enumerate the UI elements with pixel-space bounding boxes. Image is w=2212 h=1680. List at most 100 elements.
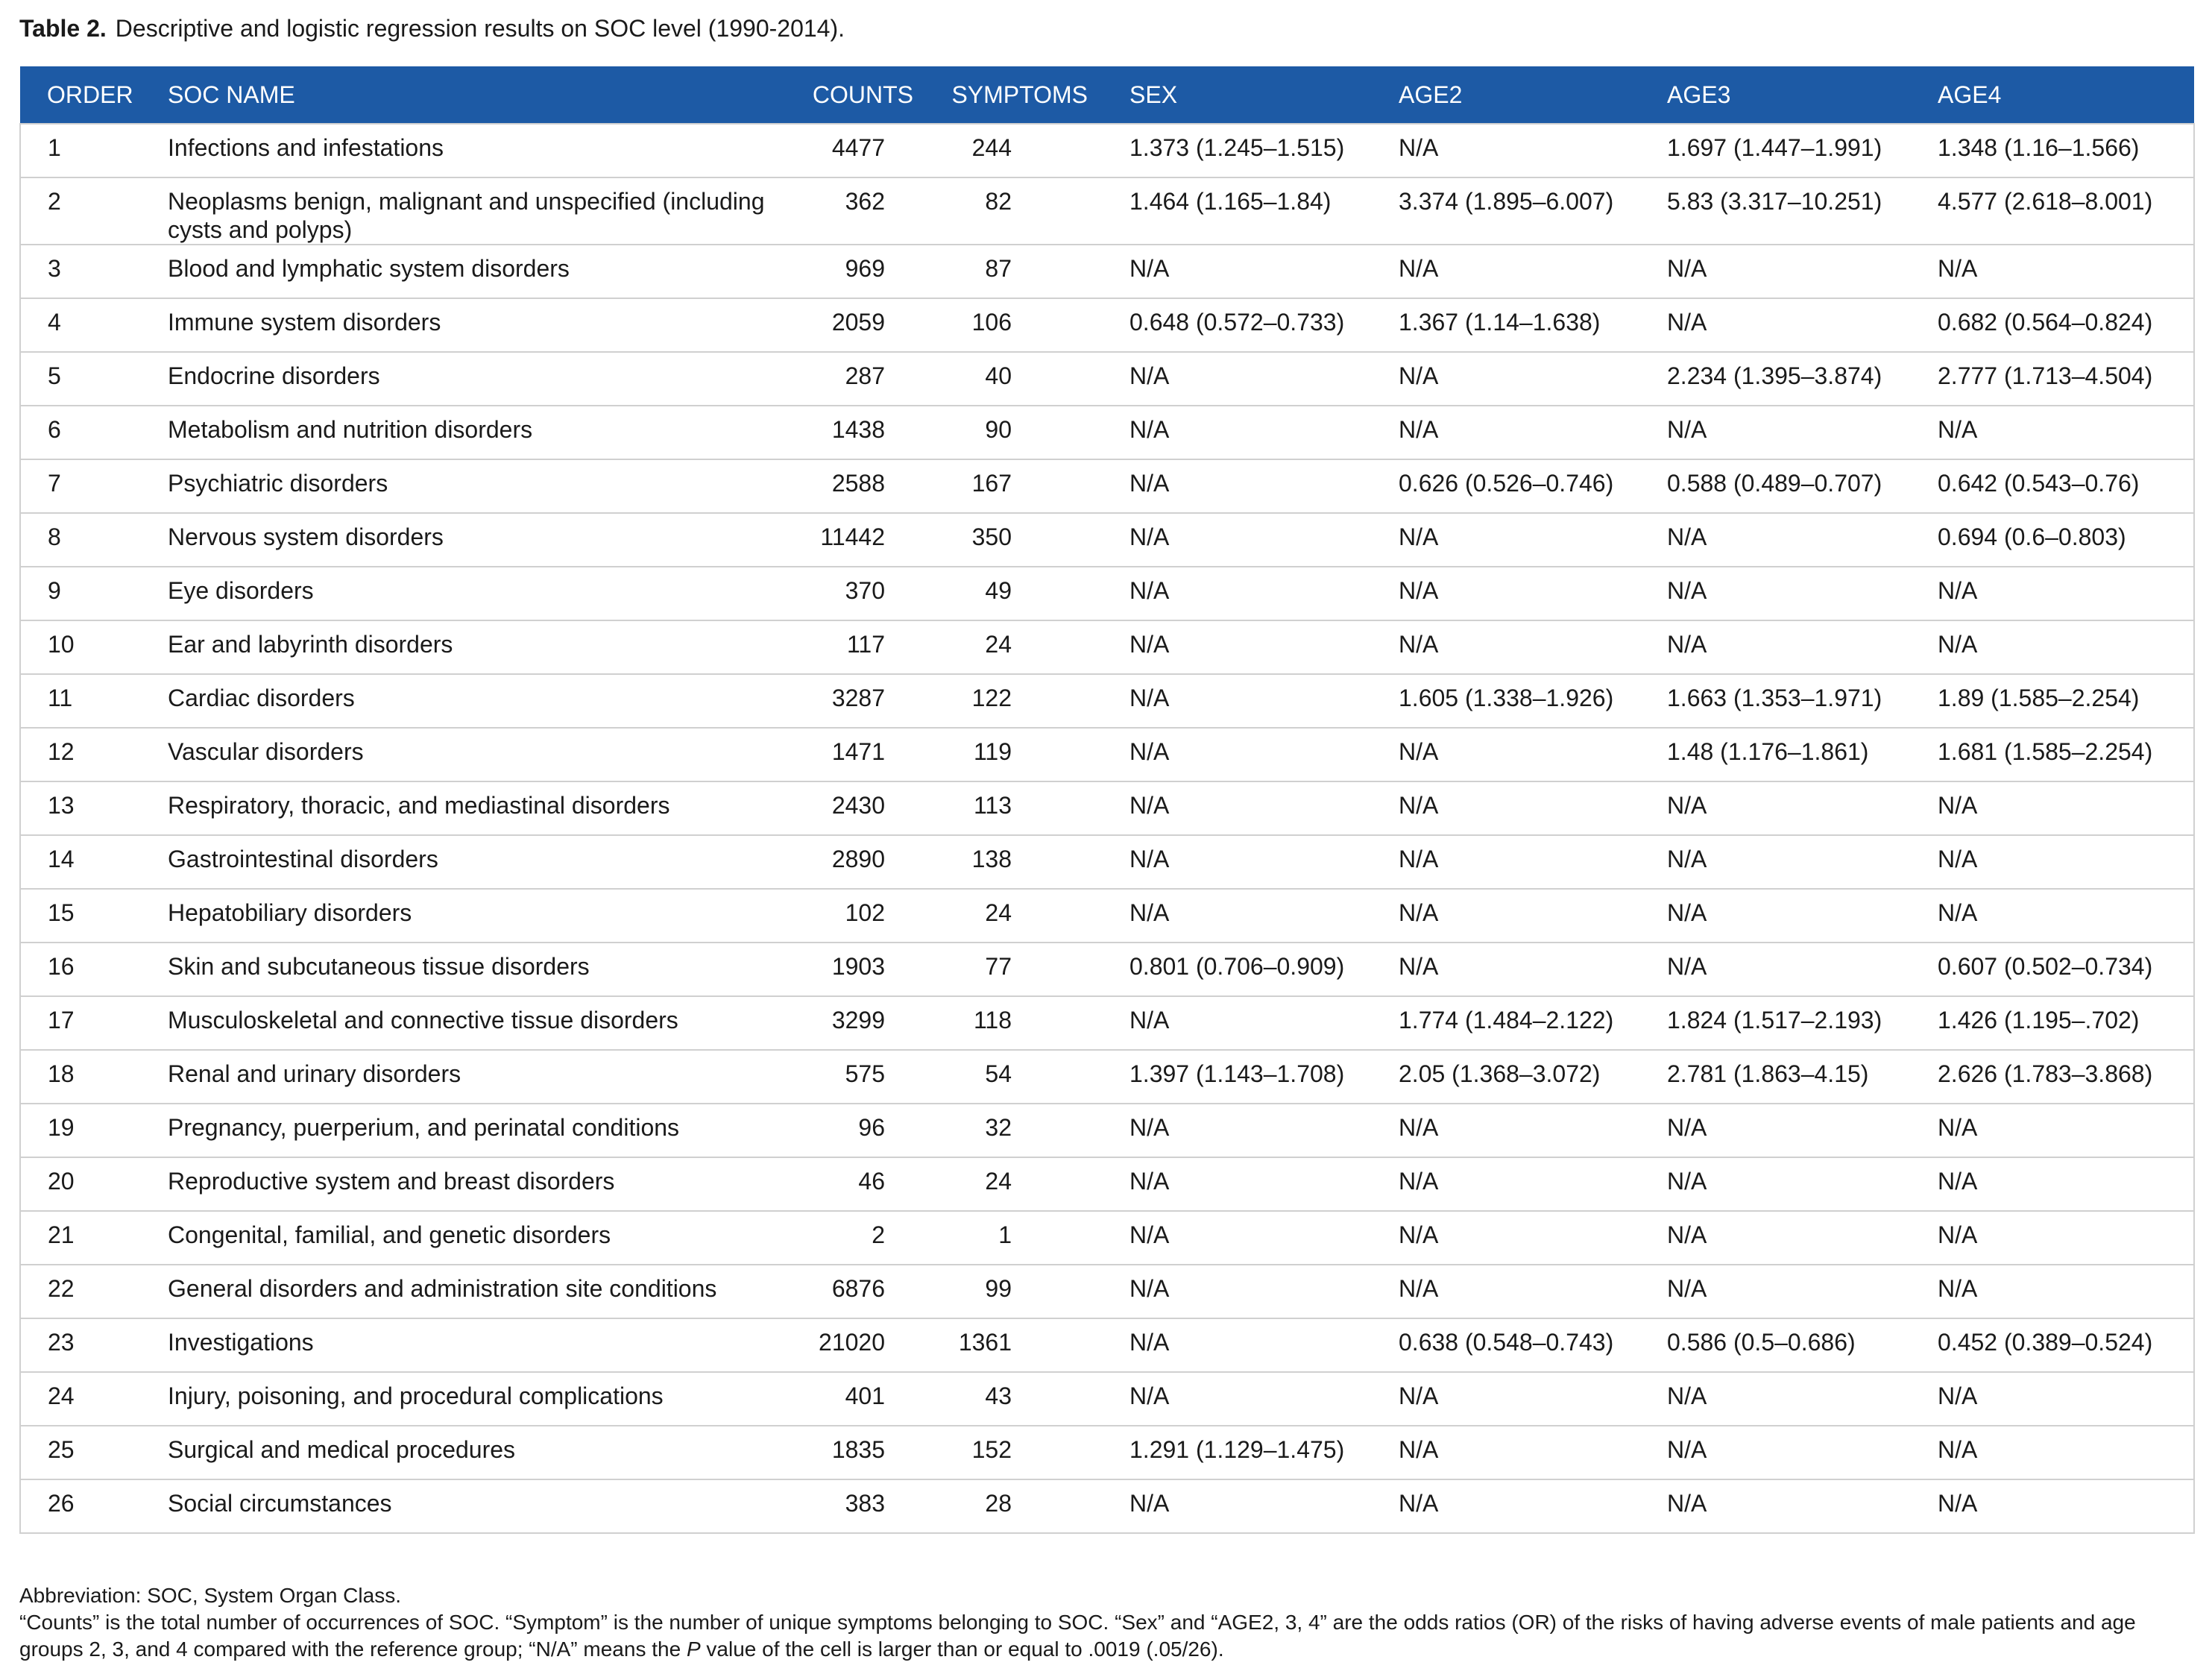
- table-cell: 3: [19, 244, 148, 299]
- table-cell: 2.781 (1.863–4.15): [1648, 1049, 1918, 1104]
- table-cell: Renal and urinary disorders: [148, 1049, 797, 1104]
- column-header: AGE4: [1918, 66, 2194, 124]
- table-cell: 11442: [797, 512, 931, 567]
- table-cell: Infections and infestations: [148, 123, 797, 178]
- table-cell: Social circumstances: [148, 1479, 797, 1534]
- table-cell: 0.452 (0.389–0.524): [1918, 1318, 2195, 1373]
- table-cell: 2430: [797, 781, 931, 836]
- table-cell: N/A: [1110, 1210, 1379, 1265]
- note-text: “Counts” is the total number of occurren…: [19, 1611, 2136, 1661]
- column-header: SYMPTOMS: [931, 66, 1110, 124]
- table-cell: 7: [19, 459, 148, 514]
- table-cell: N/A: [1110, 1103, 1379, 1158]
- table-cell: 77: [931, 942, 1110, 997]
- table-cell: Gastrointestinal disorders: [148, 834, 797, 890]
- table-cell: 0.801 (0.706–0.909): [1110, 942, 1379, 997]
- table-cell: Metabolism and nutrition disorders: [148, 405, 797, 460]
- table-cell: 26: [19, 1479, 148, 1534]
- table-cell: 10: [19, 620, 148, 675]
- table-cell: N/A: [1379, 1264, 1648, 1319]
- header-row: ORDER SOC NAME COUNTS SYMPTOMS SEX AGE2 AGE3 AG…: [20, 66, 2194, 124]
- table-cell: 8: [19, 512, 148, 567]
- table-cell: 287: [797, 351, 931, 406]
- table-cell: 21: [19, 1210, 148, 1265]
- table-cell: 24: [931, 1157, 1110, 1212]
- table-cell: 1.663 (1.353–1.971): [1648, 673, 1918, 729]
- table-cell: 1.426 (1.195–.702): [1918, 995, 2195, 1051]
- table-cell: N/A: [1379, 1103, 1648, 1158]
- table-row: 1 Infections and infestations 4477 244 1.373…: [19, 123, 2195, 178]
- table-cell: 0.648 (0.572–0.733): [1110, 298, 1379, 353]
- table-cell: 3287: [797, 673, 931, 729]
- table-row: 12 Vascular disorders 1471 119 N/A N/A 1.48 (1…: [19, 727, 2195, 782]
- table-cell: 1903: [797, 942, 931, 997]
- table-cell: 0.586 (0.5–0.686): [1648, 1318, 1918, 1373]
- caption-label: Table 2.: [19, 15, 107, 42]
- table-cell: 2.234 (1.395–3.874): [1648, 351, 1918, 406]
- table-cell: Blood and lymphatic system disorders: [148, 244, 797, 299]
- table-cell: N/A: [1379, 781, 1648, 836]
- table-cell: 12: [19, 727, 148, 782]
- table-cell: 2.777 (1.713–4.504): [1918, 351, 2195, 406]
- table-cell: 575: [797, 1049, 931, 1104]
- table-cell: N/A: [1918, 1210, 2195, 1265]
- table-cell: N/A: [1918, 566, 2195, 621]
- table-cell: 28: [931, 1479, 1110, 1534]
- table-row: 11 Cardiac disorders 3287 122 N/A 1.605 (1.33…: [19, 673, 2195, 729]
- table-cell: N/A: [1379, 1425, 1648, 1480]
- table-row: 22 General disorders and administration s…: [19, 1264, 2195, 1319]
- column-header: SEX: [1110, 66, 1379, 124]
- column-header: SOC NAME: [148, 66, 797, 124]
- table-cell: 82: [931, 177, 1110, 245]
- table-cell: 969: [797, 244, 931, 299]
- table-cell: 4: [19, 298, 148, 353]
- table-cell: 2: [797, 1210, 931, 1265]
- table-cell: 1.774 (1.484–2.122): [1379, 995, 1648, 1051]
- table-cell: 40: [931, 351, 1110, 406]
- table-cell: 106: [931, 298, 1110, 353]
- table-cell: 3299: [797, 995, 931, 1051]
- table-cell: Reproductive system and breast disorders: [148, 1157, 797, 1212]
- table-cell: 1.397 (1.143–1.708): [1110, 1049, 1379, 1104]
- table-cell: N/A: [1648, 781, 1918, 836]
- table-cell: 3.374 (1.895–6.007): [1379, 177, 1648, 245]
- table-cell: 96: [797, 1103, 931, 1158]
- table-cell: 1.367 (1.14–1.638): [1379, 298, 1648, 353]
- table-cell: N/A: [1918, 1425, 2195, 1480]
- table-cell: 1.48 (1.176–1.861): [1648, 727, 1918, 782]
- table-cell: N/A: [1110, 673, 1379, 729]
- table-cell: 9: [19, 566, 148, 621]
- abbreviation: Abbreviation: SOC, System Organ Class.: [19, 1584, 401, 1607]
- table-cell: N/A: [1918, 1371, 2195, 1426]
- table-cell: 167: [931, 459, 1110, 514]
- table-cell: N/A: [1379, 351, 1648, 406]
- note-italic: P: [686, 1637, 701, 1661]
- table-cell: 1: [931, 1210, 1110, 1265]
- table-body: 1 Infections and infestations 4477 244 1.373…: [19, 123, 2195, 1534]
- table-cell: 0.626 (0.526–0.746): [1379, 459, 1648, 514]
- table-cell: 0.694 (0.6–0.803): [1918, 512, 2195, 567]
- table-cell: General disorders and administration sit…: [148, 1264, 797, 1319]
- table-cell: 18: [19, 1049, 148, 1104]
- table-row: 16 Skin and subcutaneous tissue disorders…: [19, 942, 2195, 997]
- table-cell: 362: [797, 177, 931, 245]
- table-cell: 25: [19, 1425, 148, 1480]
- table-cell: N/A: [1648, 1103, 1918, 1158]
- table-cell: 152: [931, 1425, 1110, 1480]
- table-cell: Eye disorders: [148, 566, 797, 621]
- table-cell: N/A: [1648, 512, 1918, 567]
- table-cell: 1361: [931, 1318, 1110, 1373]
- table-cell: N/A: [1648, 1157, 1918, 1212]
- table-cell: 13: [19, 781, 148, 836]
- table-cell: N/A: [1110, 512, 1379, 567]
- table-row: 4 Immune system disorders 2059 106 0.648 (0.…: [19, 298, 2195, 353]
- table-cell: N/A: [1379, 244, 1648, 299]
- table-cell: Skin and subcutaneous tissue disorders: [148, 942, 797, 997]
- table-cell: N/A: [1648, 244, 1918, 299]
- table-cell: 15: [19, 888, 148, 943]
- table-cell: N/A: [1648, 1210, 1918, 1265]
- table-cell: 2.05 (1.368–3.072): [1379, 1049, 1648, 1104]
- table-cell: N/A: [1110, 1318, 1379, 1373]
- column-header: COUNTS: [797, 66, 931, 124]
- table-cell: 21020: [797, 1318, 931, 1373]
